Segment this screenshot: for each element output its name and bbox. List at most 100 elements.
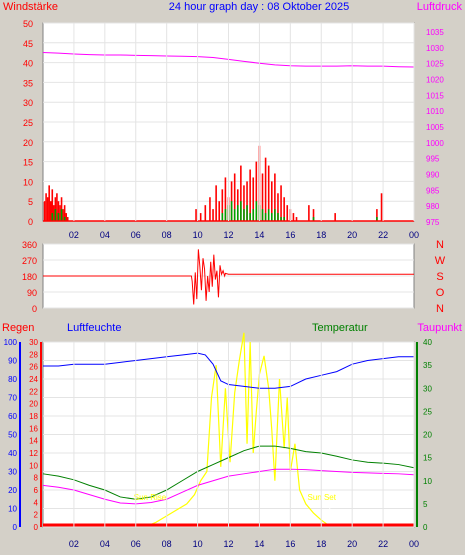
humidity-tick-label: 10 [8,505,17,514]
climate-hour-label: 10 [193,539,203,549]
wind-hour-label: 16 [285,230,295,240]
rain-tick-label: 22 [29,387,38,396]
wind-hour-label: 04 [100,230,110,240]
pressure-tick-label: 1015 [426,91,444,100]
temperature-tick-label: 10 [423,477,432,486]
climate-hour-label: 18 [316,539,326,549]
wind-axis-title: Windstärke [3,1,58,13]
pressure-tick-label: 995 [426,155,440,164]
wind-tick-label: 15 [23,158,33,168]
wind-hour-label: 22 [378,230,388,240]
temperature-tick-label: 0 [423,523,428,532]
humidity-axis-title: Luftfeuchte [67,322,121,334]
wind-tick-label: 40 [23,59,33,69]
compass-label: O [436,287,445,299]
wind-hour-label: 02 [69,230,79,240]
rain-tick-label: 16 [29,424,38,433]
humidity-tick-label: 60 [8,412,17,421]
temperature-tick-label: 30 [423,384,432,393]
sunset-label: Sun Set [308,493,337,502]
wind-hour-label: 14 [254,230,264,240]
wind-hour-label: 06 [131,230,141,240]
climate-hour-label: 14 [254,539,264,549]
climate-hour-label: 12 [223,539,233,549]
wind-hour-label: 18 [316,230,326,240]
wind-hour-label: 12 [223,230,233,240]
humidity-tick-label: 30 [8,468,17,477]
humidity-tick-label: 40 [8,449,17,458]
rain-tick-label: 20 [29,400,38,409]
direction-tick-label: 270 [22,256,37,266]
pressure-tick-label: 980 [426,202,440,211]
rain-tick-label: 8 [34,474,39,483]
dewpoint-axis-title: Taupunkt [417,322,462,334]
compass-label: S [436,271,443,283]
direction-tick-label: 180 [22,272,37,282]
wind-tick-label: 5 [28,197,33,207]
direction-tick-label: 360 [22,240,37,250]
climate-hour-label: 02 [69,539,79,549]
temperature-tick-label: 40 [423,338,432,347]
wind-hour-label: 20 [347,230,357,240]
pressure-tick-label: 985 [426,186,440,195]
climate-hour-label: 04 [100,539,110,549]
rain-axis-title: Regen [2,322,34,334]
compass-label: N [436,303,444,315]
rain-tick-label: 28 [29,350,38,359]
compass-label: W [435,255,446,267]
wind-tick-label: 25 [23,118,33,128]
wind-hour-label: 10 [193,230,203,240]
temperature-tick-label: 15 [423,454,432,463]
humidity-tick-label: 90 [8,357,17,366]
climate-hour-label: 16 [285,539,295,549]
wind-direction-line [43,249,414,305]
wind-hour-label: 08 [162,230,172,240]
pressure-tick-label: 1035 [426,28,444,37]
wind-tick-label: 35 [23,78,33,88]
temperature-tick-label: 5 [423,500,428,509]
pressure-tick-label: 1030 [426,44,444,53]
climate-hour-label: 22 [378,539,388,549]
pressure-axis-title: Luftdruck [417,1,463,13]
temperature-axis-title: Temperatur [312,322,368,334]
sunrise-label: Sun Rise [134,493,167,502]
pressure-tick-label: 1000 [426,139,444,148]
wind-tick-label: 10 [23,177,33,187]
direction-tick-label: 90 [27,288,37,298]
rain-tick-label: 10 [29,461,38,470]
wind-tick-label: 30 [23,98,33,108]
pressure-tick-label: 975 [426,218,440,227]
pressure-tick-label: 1020 [426,75,444,84]
climate-hour-label: 08 [162,539,172,549]
rain-tick-label: 18 [29,412,38,421]
temperature-tick-label: 35 [423,361,432,370]
pressure-tick-label: 1005 [426,123,444,132]
direction-tick-label: 0 [32,304,37,314]
humidity-tick-label: 70 [8,394,17,403]
humidity-tick-label: 20 [8,486,17,495]
rain-tick-label: 24 [29,375,38,384]
climate-hour-label: 06 [131,539,141,549]
temperature-tick-label: 20 [423,431,432,440]
rain-tick-label: 30 [29,338,38,347]
wind-tick-label: 20 [23,138,33,148]
compass-label: N [436,239,444,251]
pressure-tick-label: 1010 [426,107,444,116]
rain-tick-label: 6 [34,486,39,495]
temperature-tick-label: 25 [423,407,432,416]
climate-hour-label: 00 [409,539,419,549]
humidity-line [43,352,414,389]
rain-tick-label: 2 [34,511,39,520]
pressure-tick-label: 1025 [426,60,444,69]
wind-tick-label: 50 [23,19,33,29]
humidity-tick-label: 0 [13,523,18,532]
climate-hour-label: 20 [347,539,357,549]
rain-tick-label: 0 [34,523,39,532]
rain-tick-label: 14 [29,437,38,446]
rain-tick-label: 26 [29,363,38,372]
wind-hour-label: 00 [409,230,419,240]
rain-tick-label: 12 [29,449,38,458]
pressure-tick-label: 990 [426,170,440,179]
rain-tick-label: 4 [34,498,39,507]
